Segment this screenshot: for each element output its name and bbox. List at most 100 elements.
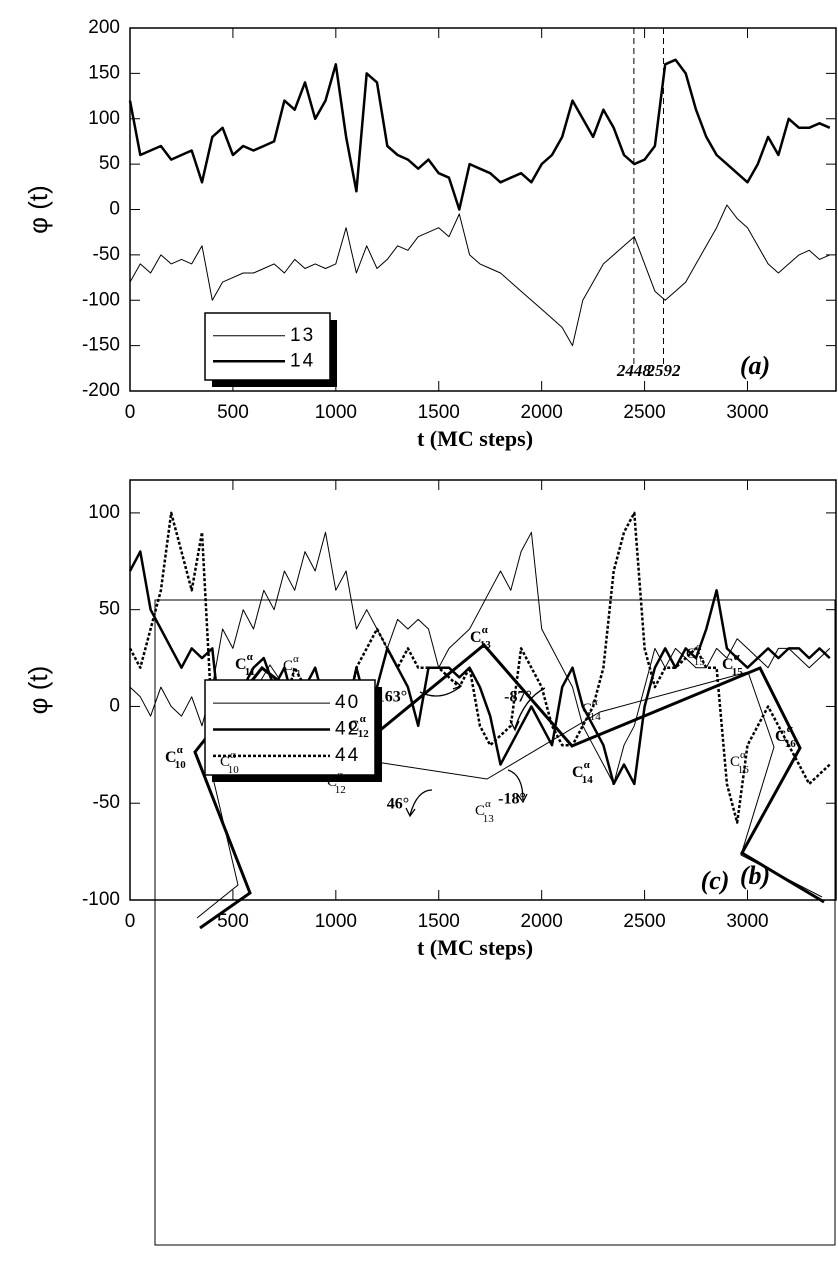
x-tick-label: 2000 <box>521 402 563 423</box>
atom-base: C <box>348 718 360 735</box>
atom-label: Cα 15 <box>686 641 705 668</box>
atom-sub: 13 <box>483 813 495 825</box>
y-axis-label: φ (t) <box>23 185 53 234</box>
atom-label: Cα 12 <box>348 713 369 740</box>
atom-sup: α <box>584 759 591 771</box>
atom-base: C <box>470 629 482 646</box>
atom-sub: 14 <box>582 774 594 786</box>
marker-label: 2592 <box>646 361 682 380</box>
atom-base: C <box>283 658 293 674</box>
atom-sub: 16 <box>738 764 750 776</box>
arrow <box>507 769 528 804</box>
atom-sup: α <box>734 651 741 663</box>
atom-sub: 14 <box>590 711 602 723</box>
atom-label: Cα 10 <box>165 744 186 771</box>
legend-label: 40 <box>335 692 360 713</box>
x-tick-label: 1000 <box>315 402 357 423</box>
marker-label: 2448 <box>616 361 652 380</box>
panel-label: (c) <box>701 866 730 895</box>
y-tick-label: -50 <box>93 792 120 813</box>
legend-box <box>204 679 376 776</box>
atom-label: Cα 10 <box>220 749 239 776</box>
y-tick-label: 50 <box>99 153 120 174</box>
atom-sub: 11 <box>291 668 302 680</box>
atom-base: C <box>572 764 584 781</box>
atom-label: Cα 11 <box>235 651 255 678</box>
atom-sup: α <box>592 696 598 708</box>
y-tick-label: 0 <box>109 695 120 716</box>
atom-base: C <box>165 749 177 766</box>
x-tick-label: 500 <box>217 402 249 423</box>
y-tick-label: 200 <box>88 17 120 38</box>
atom-sup: α <box>177 744 184 756</box>
angle-label: 163° <box>377 689 407 706</box>
atom-base: C <box>475 803 485 819</box>
atom-base: C <box>775 728 787 745</box>
atom-sub: 10 <box>175 759 187 771</box>
x-tick-label: 500 <box>217 911 249 932</box>
panel-c-frame <box>154 599 836 1246</box>
atom-label: Cα 13 <box>475 798 494 825</box>
atom-sup: α <box>787 723 794 735</box>
atom-label: Cα 16 <box>775 723 796 750</box>
atom-base: C <box>327 774 337 790</box>
y-tick-label: 150 <box>88 62 120 83</box>
atom-sup: α <box>740 749 746 761</box>
legend-label: 42 <box>335 719 360 740</box>
atom-sup: α <box>247 651 254 663</box>
atom-label: Cα 14 <box>572 759 593 786</box>
atom-sub: 10 <box>228 764 240 776</box>
x-tick-label: 1000 <box>315 911 357 932</box>
legend-label: 14 <box>290 350 315 371</box>
thick-chain <box>193 642 825 930</box>
y-tick-label: -100 <box>82 289 120 310</box>
angle-label: -18° <box>498 791 526 808</box>
y-tick-label: 100 <box>88 108 120 129</box>
atom-label: Cα 15 <box>722 651 743 678</box>
x-tick-label: 1500 <box>418 402 460 423</box>
legend-box <box>204 312 331 381</box>
atom-label: Cα 16 <box>730 749 749 776</box>
atom-label: Cα 11 <box>283 653 301 680</box>
atom-label: Cα 14 <box>582 696 601 723</box>
x-tick-label: 3000 <box>726 402 768 423</box>
atom-sub: 11 <box>245 666 255 678</box>
y-axis-label: φ (t) <box>23 666 53 715</box>
legend-label: 44 <box>335 745 360 766</box>
y-tick-label: 0 <box>109 199 120 220</box>
x-tick-label: 2500 <box>623 911 665 932</box>
thin-chain <box>196 664 823 919</box>
x-tick-label: 0 <box>125 402 136 423</box>
series-line <box>128 58 831 211</box>
x-tick-label: 1500 <box>418 911 460 932</box>
atom-label: Cα 13 <box>470 624 491 651</box>
atom-sup: α <box>293 653 299 665</box>
plot-frame <box>129 27 837 392</box>
atom-sup: α <box>485 798 491 810</box>
y-tick-label: 50 <box>99 599 120 620</box>
atom-sub: 15 <box>732 666 744 678</box>
x-tick-label: 3000 <box>726 911 768 932</box>
x-axis-label: t (MC steps) <box>417 426 533 451</box>
atom-base: C <box>722 656 734 673</box>
arrow <box>405 789 433 818</box>
atom-sub: 12 <box>335 784 346 796</box>
series-line <box>129 531 831 785</box>
angle-label: -87° <box>504 689 532 706</box>
atom-sub: 12 <box>358 728 370 740</box>
y-tick-label: -200 <box>82 380 120 401</box>
atom-sub: 15 <box>694 656 706 668</box>
x-tick-label: 2000 <box>521 911 563 932</box>
atom-sup: α <box>337 769 343 781</box>
panel-label: (b) <box>740 861 770 890</box>
atom-base: C <box>730 754 740 770</box>
atom-label: Cα 12 <box>327 769 346 796</box>
atom-base: C <box>235 656 247 673</box>
atom-sup: α <box>360 713 367 725</box>
atom-sup: α <box>230 749 236 761</box>
atom-sup: α <box>482 624 489 636</box>
atom-base: C <box>582 701 592 717</box>
legend-label: 13 <box>290 325 315 346</box>
atom-sub: 13 <box>480 639 492 651</box>
